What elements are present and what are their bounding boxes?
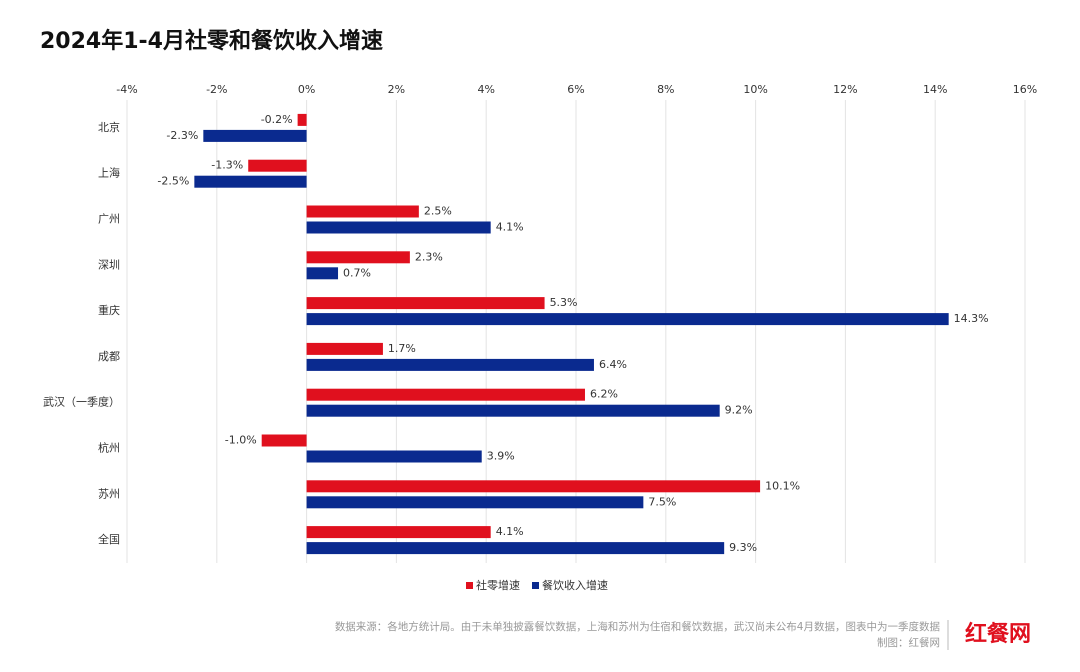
value-label: -2.5% [157,175,189,188]
legend-label: 餐饮收入增速 [542,578,608,592]
bar [306,496,644,509]
y-tick-label: 苏州 [98,487,120,500]
y-tick-label: 北京 [98,120,120,134]
y-tick-label: 全国 [98,532,120,546]
bar [306,297,545,310]
bar [203,129,307,142]
x-tick-label: 8% [657,83,674,96]
y-tick-label: 上海 [98,166,120,180]
x-tick-label: 14% [923,83,947,96]
x-tick-label: 0% [298,83,315,96]
value-label: -0.2% [261,113,293,126]
bar [248,159,307,172]
value-label: -1.0% [225,434,257,447]
y-tick-label: 武汉（一季度） [43,395,120,409]
value-label: 4.1% [496,525,524,538]
brand-logo: 红餐网 [965,621,1031,647]
value-label: 9.2% [725,404,753,417]
value-label: 5.3% [550,296,578,309]
bar [306,221,491,234]
legend-label: 社零增速 [476,578,520,592]
x-tick-label: 2% [388,83,405,96]
value-label: 3.9% [487,450,515,463]
value-label: 0.7% [343,266,371,279]
value-label: 6.2% [590,388,618,401]
x-tick-label: -2% [206,83,227,96]
bar [306,450,482,463]
bar [306,313,949,326]
bar [306,480,761,493]
bar [194,175,307,188]
bar [306,542,725,555]
bar [261,434,307,447]
bar [306,388,585,401]
bar [297,113,307,126]
bar [306,251,410,264]
bar [306,404,720,417]
source-note: 数据来源：各地方统计局。由于未单独披露餐饮数据，上海和苏州为住宿和餐饮数据，武汉… [335,620,941,633]
value-label: 10.1% [765,479,800,492]
value-label: -1.3% [211,159,243,172]
credit-note: 制图：红餐网 [877,636,940,649]
value-label: 1.7% [388,342,416,355]
x-tick-label: 12% [833,83,857,96]
x-tick-label: 6% [567,83,584,96]
x-tick-label: 10% [743,83,767,96]
y-tick-label: 广州 [98,213,120,226]
value-label: 9.3% [729,541,757,554]
y-tick-label: 深圳 [98,258,120,271]
x-tick-label: 4% [477,83,494,96]
y-tick-label: 成都 [98,350,120,363]
x-tick-label: 16% [1013,83,1037,96]
bar [306,342,383,355]
value-label: 6.4% [599,358,627,371]
legend-swatch [466,582,473,589]
bar [306,267,339,280]
value-label: 2.3% [415,250,443,263]
value-label: 2.5% [424,205,452,218]
bar [306,205,419,218]
chart-title: 2024年1-4月社零和餐饮收入增速 [40,28,383,54]
value-label: -2.3% [166,129,198,142]
value-label: 14.3% [954,312,989,325]
y-tick-label: 重庆 [98,303,120,317]
bar [306,526,491,539]
y-tick-label: 杭州 [98,441,120,455]
value-label: 7.5% [648,495,676,508]
bar [306,358,594,371]
value-label: 4.1% [496,221,524,234]
x-tick-label: -4% [116,83,137,96]
legend-swatch [532,582,539,589]
